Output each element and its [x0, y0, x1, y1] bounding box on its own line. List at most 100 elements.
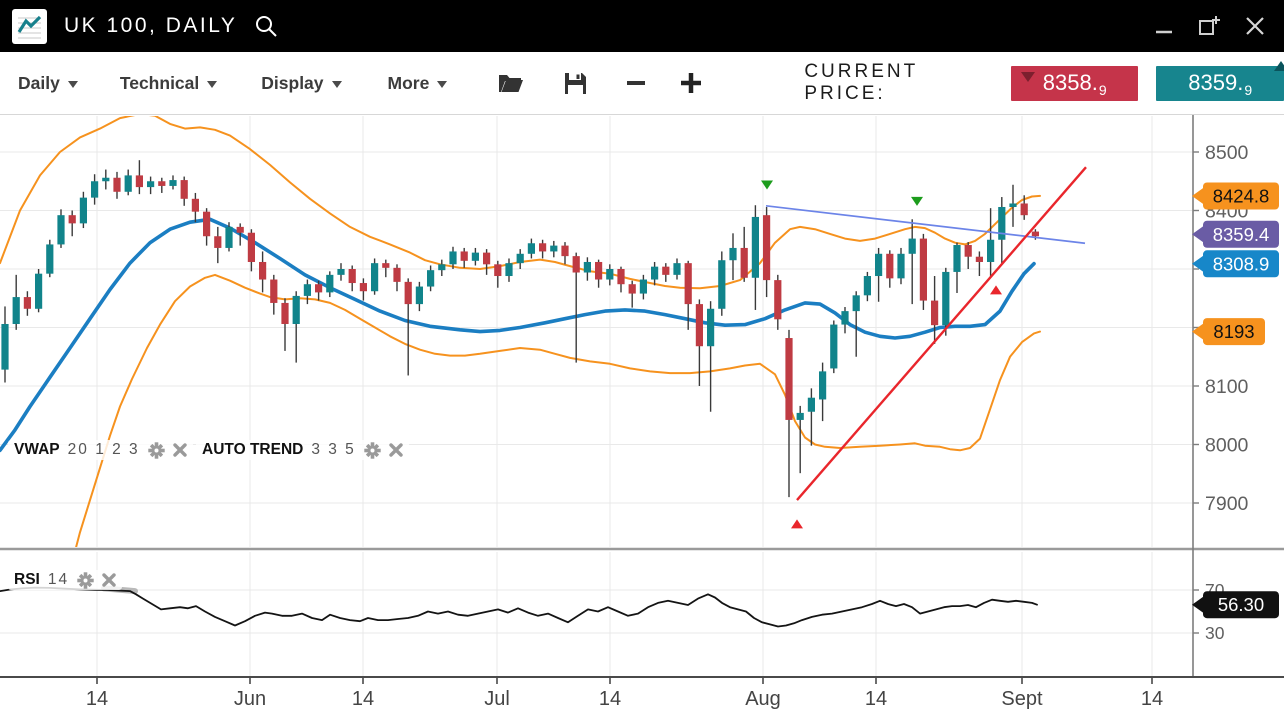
candle	[382, 259, 390, 278]
menu-more-label: More	[387, 72, 430, 93]
save-icon[interactable]	[563, 71, 588, 96]
candle-body-down	[158, 181, 166, 186]
price-badge: 8424.8	[1192, 182, 1279, 210]
candle	[852, 291, 860, 357]
menu-timeframe-label: Daily	[18, 72, 60, 93]
remove-indicator-icon[interactable]	[172, 443, 187, 457]
candle	[348, 265, 356, 292]
sell-price-button[interactable]: 8358. 9	[1010, 65, 1139, 101]
candle	[292, 291, 300, 363]
candle	[57, 209, 65, 248]
minimize-icon[interactable]	[1154, 16, 1174, 36]
candle-body-down	[919, 238, 927, 301]
candle	[628, 280, 636, 308]
candle	[830, 320, 838, 374]
menu-technical-label: Technical	[119, 72, 200, 93]
candle-body-up	[729, 247, 737, 261]
candle	[12, 274, 20, 330]
menu-technical[interactable]: Technical	[119, 72, 218, 94]
candle-body-down	[393, 267, 401, 282]
candle-body-up	[942, 271, 950, 326]
sell-signal-arrow-icon	[761, 180, 773, 190]
candle-body-up	[169, 180, 177, 186]
candle	[651, 261, 659, 286]
candle-body-down	[1031, 231, 1039, 237]
indicator-vwap-params: 20 1 2 3	[67, 441, 140, 458]
candle-body-up	[102, 177, 110, 182]
title-bar: UK 100, DAILY	[0, 0, 1284, 52]
candle-body-down	[315, 284, 323, 293]
candle	[393, 264, 401, 292]
indicator-vwap: VWAP 20 1 2 3	[8, 440, 193, 460]
candle	[23, 291, 31, 316]
candle-body-up	[292, 295, 300, 324]
candle	[303, 279, 311, 305]
close-icon[interactable]	[1244, 15, 1266, 37]
candle	[774, 274, 782, 330]
candle	[281, 298, 289, 351]
candle-body-up	[852, 295, 860, 312]
open-folder-icon[interactable]	[497, 71, 525, 95]
candle-body-up	[651, 266, 659, 280]
search-icon[interactable]	[253, 13, 279, 39]
candle-body-down	[931, 300, 939, 326]
menu-display[interactable]: Display	[261, 72, 342, 94]
zoom-in-icon[interactable]	[678, 70, 704, 96]
price-badge: 8308.9	[1192, 250, 1279, 278]
buy-price-button[interactable]: 8359. 9	[1156, 60, 1284, 101]
candle	[673, 258, 681, 280]
zoom-out-icon[interactable]	[624, 71, 648, 95]
candle	[975, 251, 983, 277]
candle-body-up	[875, 253, 883, 277]
candle	[695, 299, 703, 386]
gear-icon[interactable]	[364, 441, 381, 459]
candle-body-up	[1, 323, 9, 370]
candle	[617, 266, 625, 293]
gear-icon[interactable]	[77, 571, 94, 589]
x-axis: 14 Jun 14 Jul 14 Aug 14 Sept 14	[86, 677, 1163, 710]
window-controls	[1154, 13, 1266, 39]
candle	[236, 223, 244, 246]
candle-body-up	[471, 252, 479, 261]
remove-indicator-icon[interactable]	[389, 443, 403, 457]
remove-indicator-icon[interactable]	[102, 573, 116, 587]
candle-body-down	[191, 198, 199, 212]
candle	[359, 278, 367, 301]
candle-body-down	[572, 256, 580, 273]
candle-body-up	[707, 308, 715, 347]
rsi-value-badge-tip	[1192, 594, 1206, 615]
candle-body-down	[348, 269, 356, 284]
menu-more[interactable]: More	[388, 73, 448, 94]
candle-body-down	[247, 232, 255, 262]
sell-price-dec: 9	[1098, 81, 1107, 98]
price-badge-value: 8359.4	[1213, 224, 1270, 245]
candle-body-up	[807, 397, 815, 412]
candle	[606, 264, 614, 286]
x-axis-label: Sept	[1001, 688, 1043, 710]
candle-body-up	[751, 216, 759, 278]
candle	[91, 174, 99, 205]
candle-body-up	[427, 270, 435, 287]
menu-timeframe[interactable]: Daily	[18, 73, 78, 94]
candlestick-series	[1, 160, 1039, 498]
candle-body-down	[259, 261, 267, 280]
popout-icon[interactable]	[1196, 13, 1222, 39]
candle-body-up	[897, 253, 905, 279]
candle	[371, 258, 379, 295]
candle-body-down	[359, 283, 367, 292]
x-axis-label: 14	[865, 688, 887, 710]
chart-logo-icon	[12, 8, 47, 44]
menu-display-label: Display	[261, 72, 324, 93]
y-axis: 85008400830082008100800079007030	[1193, 142, 1249, 643]
y-axis-label: 7900	[1205, 493, 1249, 515]
candle-body-down	[1020, 203, 1028, 216]
chevron-down-icon	[207, 80, 218, 88]
price-chart-canvas[interactable]: 8500840083008200810080007900703014Jun14J…	[0, 115, 1284, 717]
gear-icon[interactable]	[147, 441, 165, 459]
candle-body-up	[91, 181, 99, 198]
y-axis-label: 8500	[1205, 142, 1249, 164]
candle	[527, 238, 535, 259]
candle	[460, 247, 468, 268]
candle	[113, 171, 121, 199]
candle-body-up	[673, 263, 681, 275]
